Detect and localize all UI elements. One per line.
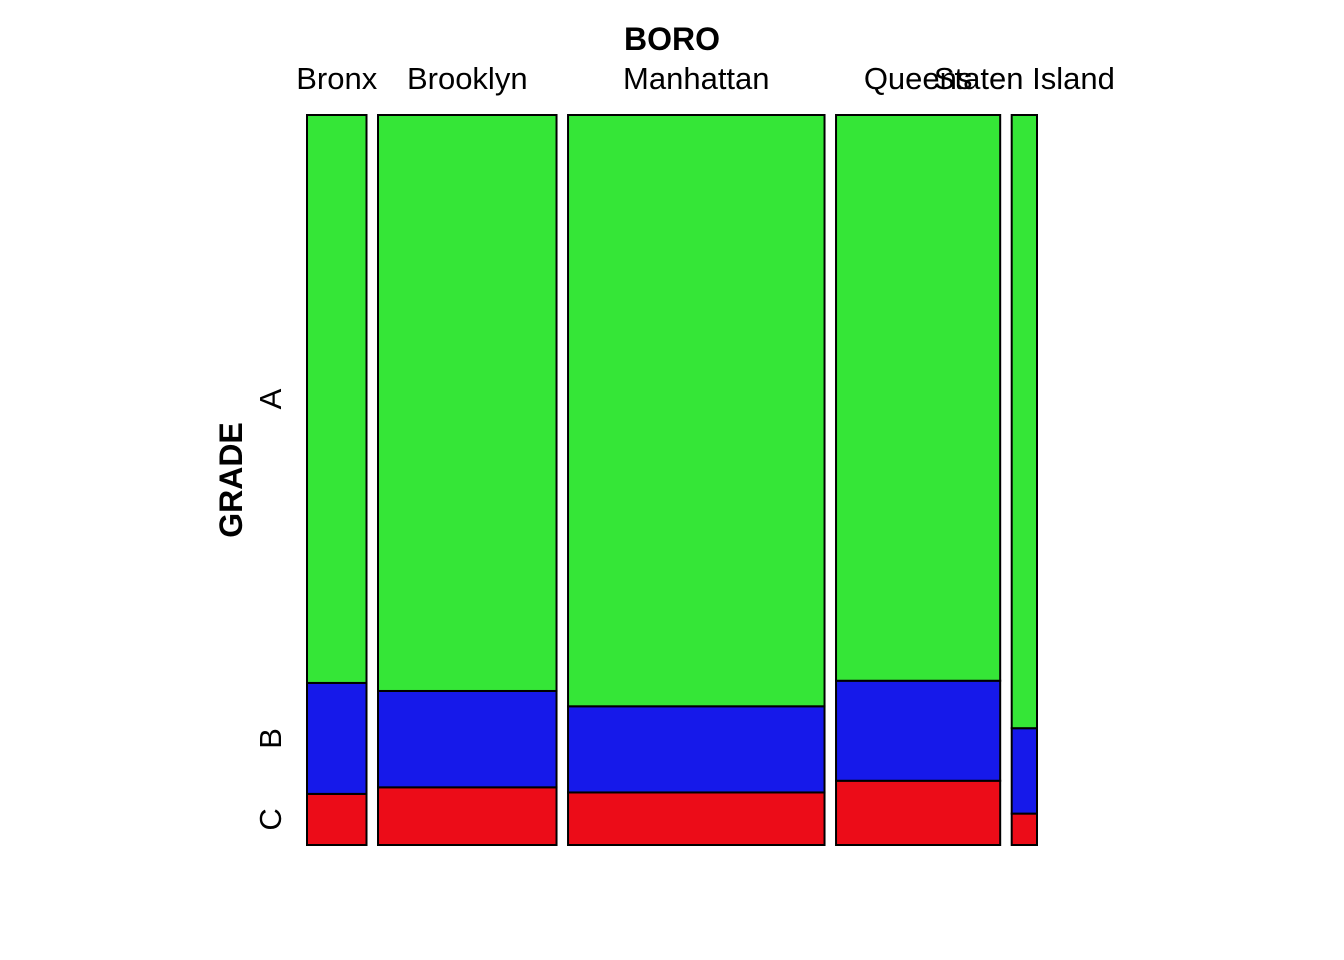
- tile-staten-island-c: [1010, 812, 1039, 846]
- grade-label-b: B: [253, 728, 288, 749]
- grade-label-a: A: [253, 388, 288, 409]
- tile-queens-a: [835, 114, 1002, 682]
- boro-label-brooklyn: Brooklyn: [407, 61, 528, 96]
- boro-label-queens: Queens: [864, 61, 973, 96]
- x-axis-title: BORO: [624, 21, 720, 57]
- boro-label-bronx: Bronx: [296, 61, 377, 96]
- tile-bronx-a: [306, 114, 368, 684]
- tile-brooklyn-b: [377, 689, 558, 789]
- boro-label-staten-island: Staten Island: [934, 61, 1115, 96]
- tile-queens-c: [835, 779, 1002, 847]
- grade-labels: C B A: [253, 388, 288, 830]
- tile-bronx-c: [306, 792, 368, 847]
- tile-manhattan-c: [567, 791, 826, 847]
- tile-staten-island-a: [1010, 114, 1039, 730]
- tile-brooklyn-c: [377, 786, 558, 847]
- grade-label-c: C: [253, 808, 288, 830]
- tile-manhattan-a: [567, 114, 826, 708]
- tile-staten-island-b: [1010, 727, 1039, 815]
- boro-label-manhattan: Manhattan: [623, 61, 770, 96]
- tile-manhattan-b: [567, 705, 826, 794]
- tile-bronx-b: [306, 681, 368, 795]
- tile-brooklyn-a: [377, 114, 558, 692]
- tile-queens-b: [835, 679, 1002, 782]
- mosaic-tiles: [306, 114, 1039, 847]
- y-axis-title: GRADE: [213, 422, 249, 538]
